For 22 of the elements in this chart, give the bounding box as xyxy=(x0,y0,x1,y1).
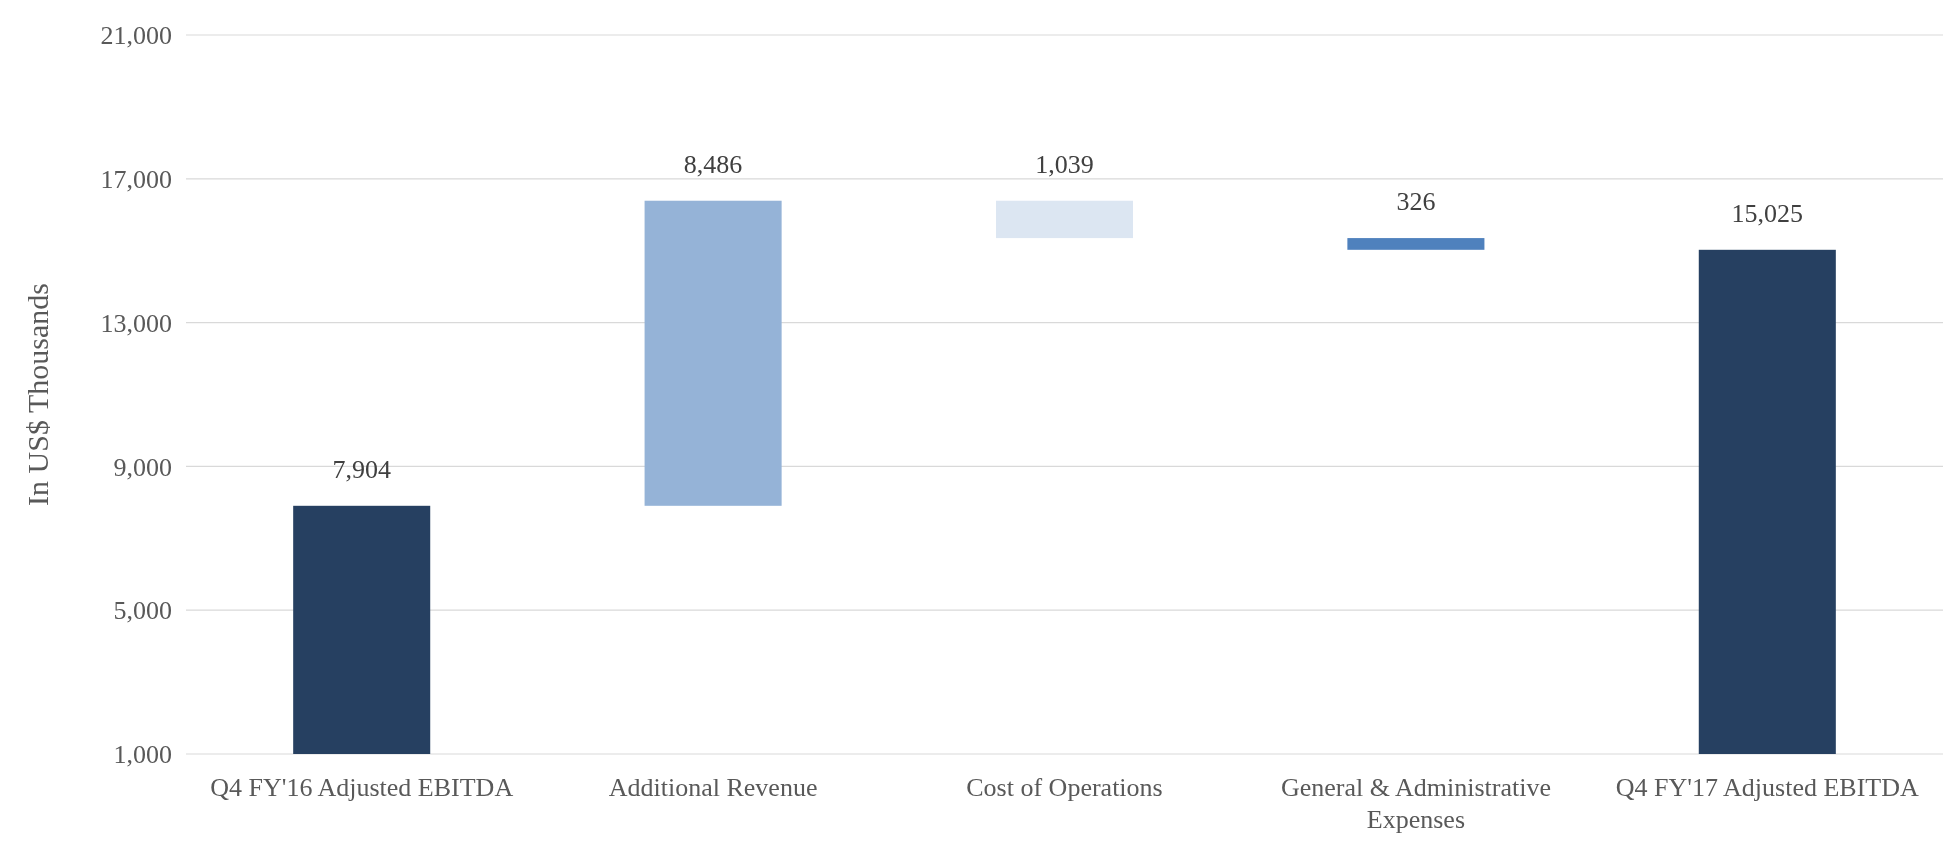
data-label: 326 xyxy=(1396,187,1436,217)
y-tick-label: 21,000 xyxy=(100,21,172,51)
data-label: 15,025 xyxy=(1731,198,1804,228)
x-tick-label: Cost of Operations xyxy=(966,773,1163,802)
y-tick-label: 13,000 xyxy=(100,308,172,338)
y-tick-label: 1,000 xyxy=(113,740,172,770)
data-label: 8,486 xyxy=(683,149,743,179)
x-tick-label: Q4 FY'16 Adjusted EBITDA xyxy=(210,773,514,802)
bar xyxy=(1698,249,1836,754)
bar xyxy=(293,505,431,754)
y-tick-label: 5,000 xyxy=(113,596,172,626)
x-tick-label: General & Administrative Expenses xyxy=(1280,773,1551,834)
bar xyxy=(995,200,1134,239)
bar xyxy=(1347,238,1485,250)
data-label: 1,039 xyxy=(1035,149,1094,179)
bar xyxy=(644,200,782,506)
data-label: 7,904 xyxy=(332,454,391,484)
x-tick-label: Additional Revenue xyxy=(608,773,818,802)
x-tick-label: Q4 FY'17 Adjusted EBITDA xyxy=(1615,773,1919,802)
y-axis-title: In US$ Thousands xyxy=(21,283,54,506)
y-tick-label: 17,000 xyxy=(100,164,172,194)
y-tick-label: 9,000 xyxy=(113,452,172,482)
